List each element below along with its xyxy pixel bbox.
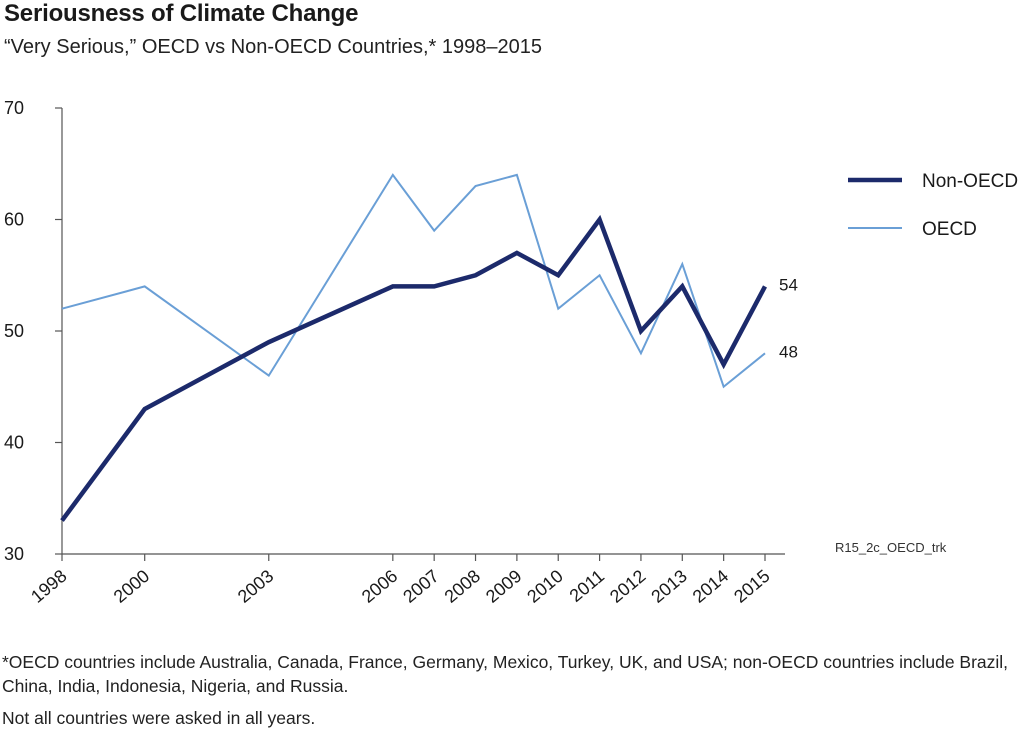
footnote-countries: *OECD countries include Australia, Canad… (2, 652, 1009, 696)
end-label-oecd: 48 (779, 342, 798, 361)
legend-label: OECD (922, 219, 977, 240)
x-tick-label: 2007 (399, 566, 443, 607)
footnote-years: Not all countries were asked in all year… (2, 708, 316, 728)
series-line-non-oecd (60, 214, 767, 522)
x-tick-label: 2011 (566, 566, 609, 606)
y-tick-label: 50 (4, 321, 24, 341)
y-tick-label: 40 (4, 433, 24, 453)
y-tick-label: 30 (4, 544, 24, 564)
x-tick-label: 2014 (689, 566, 733, 607)
chart-title: Seriousness of Climate Change (4, 0, 359, 27)
end-labels: 54 48 (779, 275, 798, 361)
x-tick-label: 1998 (27, 566, 71, 607)
series-line-oecd (61, 173, 766, 389)
y-tick-label: 60 (4, 210, 24, 230)
x-tick-label: 2009 (482, 566, 526, 607)
y-axis: 30 40 50 60 70 (4, 98, 63, 564)
legend: Non-OECD OECD (848, 171, 1018, 240)
x-tick-label: 2010 (523, 566, 567, 607)
series-layer (60, 173, 767, 522)
x-tick-label: 2013 (647, 566, 691, 607)
y-tick-label: 70 (4, 98, 24, 118)
x-tick-label: 2000 (110, 566, 154, 607)
x-tick-label: 2006 (358, 566, 402, 607)
x-axis: 1998 2000 2003 2006200720082009201020112012… (27, 553, 785, 607)
x-tick-label: 2012 (606, 566, 650, 607)
legend-label: Non-OECD (922, 171, 1018, 192)
x-tick-label: 2008 (441, 566, 485, 607)
chart-subtitle: “Very Serious,” OECD vs Non-OECD Countri… (4, 36, 543, 58)
x-tick-label: 2015 (730, 566, 774, 607)
end-label-non-oecd: 54 (779, 275, 798, 294)
chart-code-label: R15_2c_OECD_trk (835, 540, 947, 555)
x-tick-label: 2003 (234, 566, 278, 607)
